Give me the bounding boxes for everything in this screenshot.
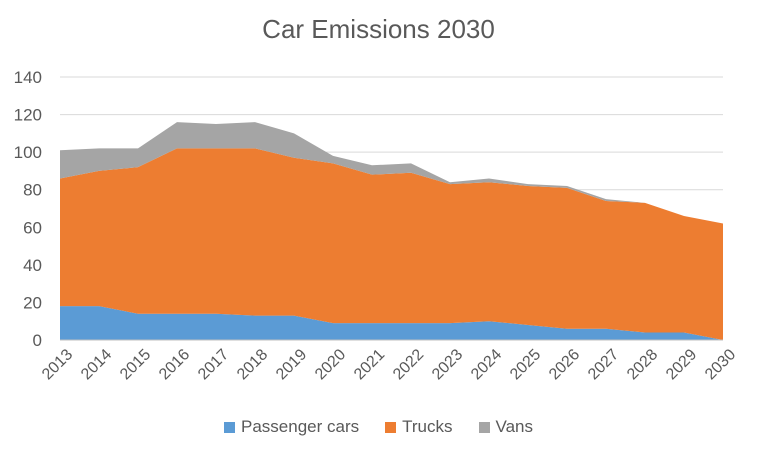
y-tick-label: 120 bbox=[14, 106, 42, 125]
x-tick-label: 2029 bbox=[663, 346, 700, 383]
chart-title: Car Emissions 2030 bbox=[262, 14, 495, 44]
x-tick-label: 2018 bbox=[234, 346, 271, 383]
x-tick-label: 2020 bbox=[312, 346, 349, 383]
y-tick-label: 100 bbox=[14, 143, 42, 162]
legend-swatch bbox=[385, 421, 397, 433]
x-tick-label: 2017 bbox=[195, 346, 232, 383]
y-tick-label: 60 bbox=[23, 218, 42, 237]
x-tick-label: 2030 bbox=[702, 346, 739, 383]
x-tick-label: 2014 bbox=[78, 346, 115, 383]
area-series bbox=[60, 122, 723, 340]
x-tick-label: 2027 bbox=[585, 346, 622, 383]
legend-item: Trucks bbox=[385, 417, 453, 437]
y-tick-label: 80 bbox=[23, 181, 42, 200]
legend-label: Passenger cars bbox=[241, 417, 360, 436]
y-tick-label: 40 bbox=[23, 256, 42, 275]
x-tick-label: 2013 bbox=[39, 346, 76, 383]
x-tick-label: 2015 bbox=[117, 346, 154, 383]
y-tick-label: 20 bbox=[23, 293, 42, 312]
area-trucks bbox=[60, 148, 723, 340]
legend-item: Vans bbox=[478, 417, 534, 437]
legend-swatch bbox=[224, 421, 235, 433]
y-tick-label: 140 bbox=[14, 68, 42, 87]
y-tick-label: 0 bbox=[33, 331, 42, 350]
x-tick-label: 2024 bbox=[468, 346, 505, 383]
area-vans bbox=[60, 122, 723, 224]
legend-item: Passenger cars bbox=[224, 417, 359, 437]
x-tick-label: 2026 bbox=[546, 346, 583, 383]
x-tick-label: 2023 bbox=[429, 346, 466, 383]
legend-swatch bbox=[478, 421, 490, 433]
x-axis-ticks: 2013 2014 2015 2016 2017 2018 2019 2020 2021 2022… bbox=[39, 346, 739, 383]
legend: Passenger cars Trucks Vans bbox=[0, 417, 757, 437]
x-tick-label: 2022 bbox=[390, 346, 427, 383]
x-tick-label: 2016 bbox=[156, 346, 193, 383]
y-axis-ticks: 0 20 40 60 80 100 120 140 bbox=[14, 68, 42, 350]
x-tick-label: 2021 bbox=[351, 346, 388, 383]
x-tick-label: 2025 bbox=[507, 346, 544, 383]
x-tick-label: 2019 bbox=[273, 346, 310, 383]
legend-label: Trucks bbox=[402, 417, 453, 436]
legend-label: Vans bbox=[495, 417, 534, 436]
area-passenger-cars bbox=[60, 306, 723, 340]
x-tick-label: 2028 bbox=[624, 346, 661, 383]
